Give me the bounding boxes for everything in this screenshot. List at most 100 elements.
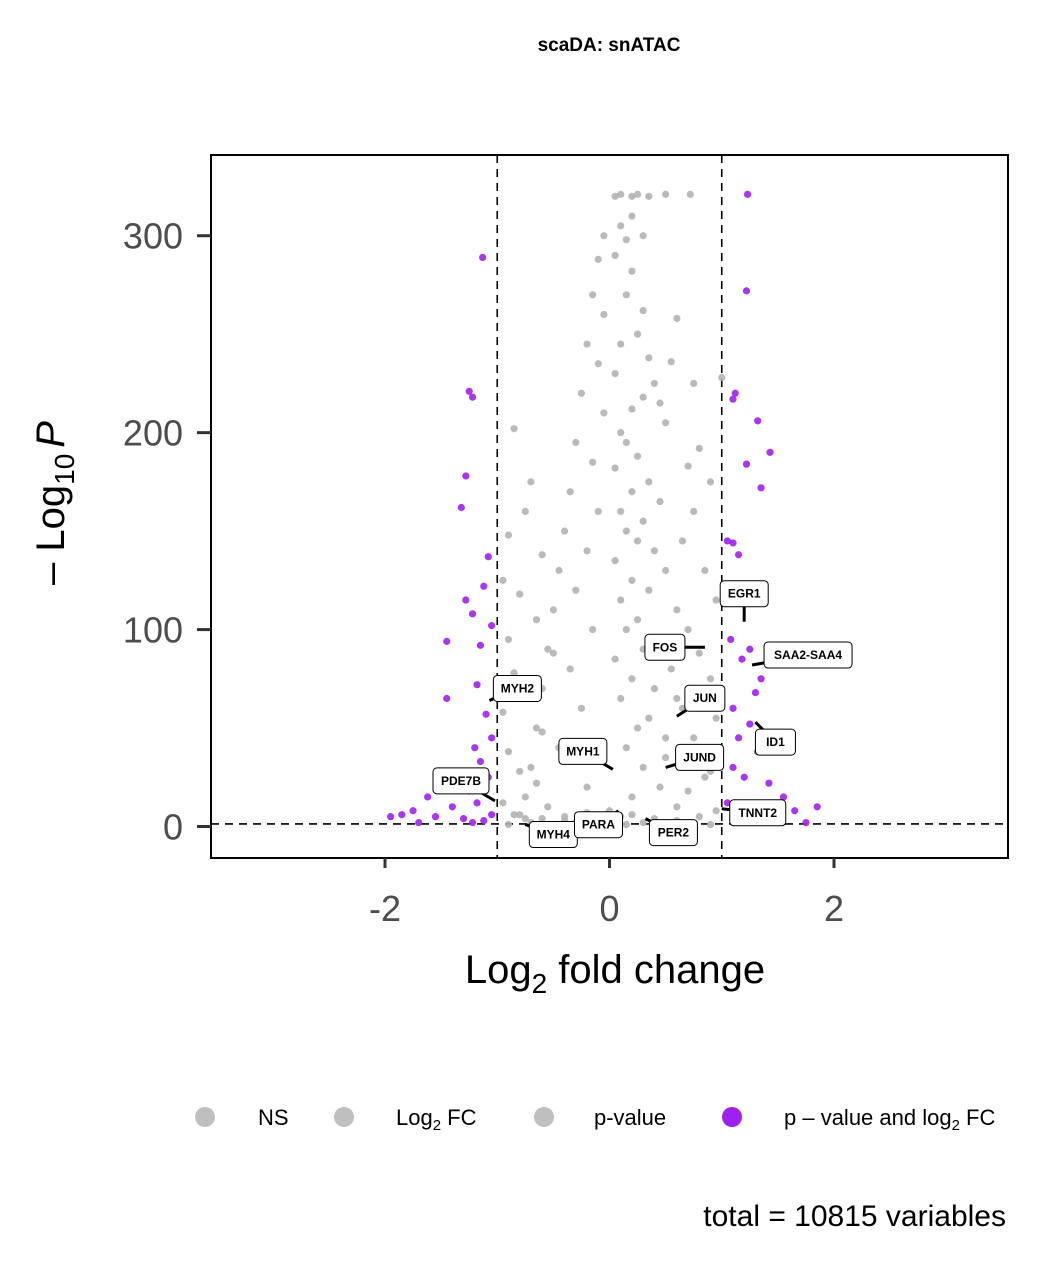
sig-point — [813, 803, 821, 811]
ns-point — [645, 714, 653, 722]
x-axis-title: Log2 fold change — [465, 948, 765, 999]
sig-point — [473, 681, 481, 689]
ns-point — [577, 704, 586, 712]
ns-point — [572, 586, 580, 594]
ns-point — [617, 507, 625, 516]
ns-point — [549, 606, 557, 614]
sig-point — [479, 253, 487, 261]
ns-point — [662, 419, 670, 427]
ns-point — [532, 779, 541, 787]
ns-point — [712, 807, 720, 815]
sig-point — [431, 813, 440, 821]
gene-label-text: MYH4 — [537, 828, 571, 842]
gene-label-text: TNNT2 — [738, 806, 777, 820]
ns-point — [499, 799, 507, 807]
label-box — [573, 811, 623, 839]
ns-point — [577, 389, 586, 397]
x-tick-label: -2 — [369, 888, 401, 929]
ns-point — [662, 753, 670, 762]
sig-point — [480, 816, 488, 825]
ns-point — [516, 767, 524, 775]
ns-point — [645, 586, 653, 594]
label-box — [492, 674, 542, 702]
ns-point — [521, 815, 529, 823]
ns-point — [617, 694, 625, 703]
sig-point — [729, 763, 737, 772]
gene-label-text: SAA2-SAA4 — [774, 648, 842, 662]
ns-point — [706, 478, 715, 486]
ns-point — [690, 734, 698, 742]
ns-point — [628, 192, 636, 200]
sig-point — [723, 799, 731, 807]
sig-point — [751, 688, 760, 697]
ns-point — [516, 811, 524, 819]
label-box — [675, 743, 725, 771]
sig-point — [473, 799, 481, 807]
ns-point — [686, 190, 694, 198]
sig-point — [462, 596, 470, 604]
sig-point — [468, 610, 477, 618]
ns-point — [673, 694, 681, 703]
ns-point — [628, 212, 636, 220]
ns-point — [594, 507, 602, 516]
y-tick-label: 100 — [123, 610, 183, 651]
gene-label-text: JUND — [683, 750, 716, 764]
ns-point — [617, 340, 625, 348]
ns-point — [527, 478, 535, 486]
ns-point — [628, 267, 636, 275]
gene-label-text: PARA — [582, 818, 615, 832]
ns-point — [628, 405, 636, 413]
sig-point — [398, 811, 406, 819]
y-axis-title: – Log10P — [29, 421, 80, 585]
ns-point — [622, 291, 630, 299]
ns-point — [622, 625, 630, 634]
ns-point — [695, 649, 703, 657]
ns-point — [633, 190, 642, 198]
sig-point — [765, 779, 773, 787]
ns-point — [706, 675, 715, 683]
sig-point — [462, 472, 470, 480]
sig-point — [459, 815, 468, 823]
ns-point — [678, 537, 687, 545]
ns-point — [622, 236, 630, 244]
ns-point — [645, 354, 653, 362]
ns-point — [617, 429, 625, 437]
x-axis: -2 0 2 — [369, 858, 844, 929]
ns-point — [521, 793, 529, 801]
gene-label-egr1: EGR1 — [719, 580, 769, 622]
ns-point — [583, 783, 591, 791]
ns-point — [544, 645, 552, 653]
ns-point — [600, 232, 608, 240]
y-tick-label: 200 — [123, 413, 183, 454]
gene-label-para: PARA — [573, 809, 623, 839]
label-box — [648, 819, 698, 847]
ns-point — [662, 190, 670, 198]
sig-point — [723, 537, 731, 545]
sig-point — [729, 395, 737, 403]
ns-point — [706, 820, 715, 829]
ns-point — [673, 314, 681, 323]
gene-label-per2: PER2 — [644, 817, 698, 847]
ns-point — [712, 714, 720, 722]
ns-point — [633, 724, 642, 732]
ns-point — [611, 369, 619, 378]
sig-point — [488, 622, 496, 630]
ns-point — [594, 255, 602, 263]
legend-item: Log2 FC — [334, 1105, 477, 1134]
x-tick-label: 2 — [824, 888, 844, 929]
ns-point — [712, 596, 720, 604]
ns-point — [690, 507, 698, 516]
sig-point — [742, 460, 751, 468]
gene-label-text: PER2 — [658, 826, 690, 840]
sig-point — [484, 553, 492, 561]
sig-point — [480, 582, 488, 590]
ns-point — [566, 665, 574, 673]
ns-point — [633, 616, 642, 624]
ns-point — [656, 497, 664, 506]
ns-point — [544, 803, 552, 811]
ns-point — [695, 813, 703, 821]
y-axis: 0 100 200 300 — [123, 216, 211, 847]
ns-point — [650, 685, 659, 693]
